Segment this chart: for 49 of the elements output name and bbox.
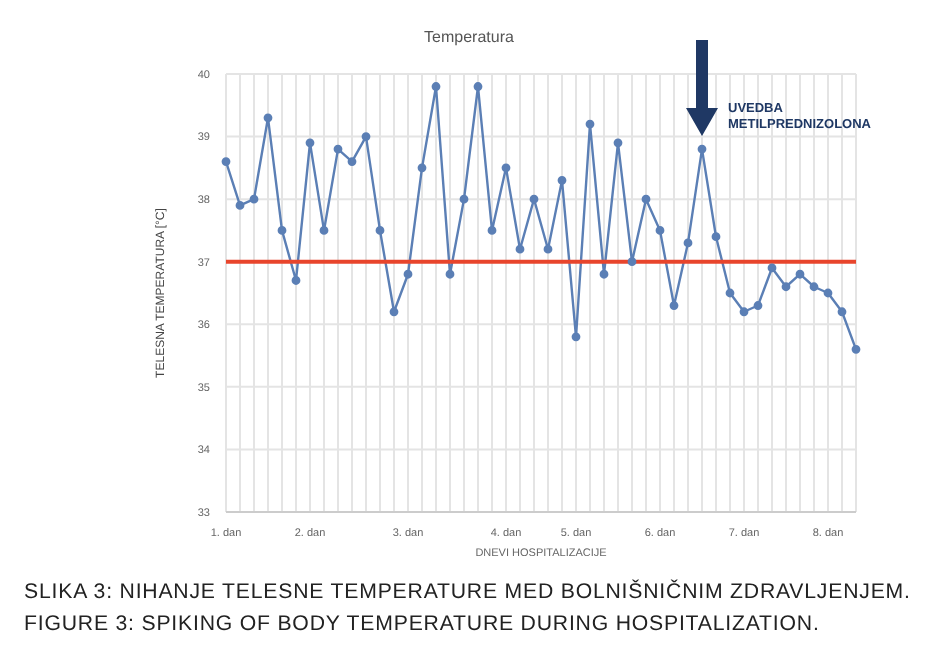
- point: [809, 282, 819, 292]
- point: [389, 307, 399, 317]
- point: [823, 288, 833, 298]
- point: [781, 282, 791, 292]
- point: [795, 269, 805, 279]
- point: [417, 163, 427, 173]
- point: [571, 332, 581, 342]
- point: [263, 113, 273, 123]
- point: [669, 301, 679, 310]
- point: [305, 138, 315, 148]
- point: [291, 276, 301, 285]
- point: [711, 232, 721, 242]
- point: [403, 269, 413, 279]
- point: [473, 82, 483, 91]
- point: [347, 157, 357, 166]
- point: [739, 307, 749, 317]
- point: [529, 194, 539, 204]
- point: [641, 194, 651, 204]
- point: [753, 301, 763, 310]
- point: [361, 132, 371, 141]
- point: [501, 163, 511, 173]
- point: [613, 138, 623, 148]
- point: [585, 119, 595, 129]
- text: SLIKA 3: NIHANJE TELESNE TEMPERATURE MED BOLNIŠNIČNIM ZDRAVLJENJEM.: [24, 580, 911, 604]
- caption: FIGURE 3: SPIKING OF BODY TEMPERATURE DURING HOSPITALIZATION.: [24, 612, 820, 636]
- point: [235, 201, 245, 210]
- point: [725, 288, 735, 298]
- point: [375, 226, 385, 235]
- point: [767, 263, 777, 273]
- point: [487, 226, 497, 235]
- point: [599, 269, 609, 279]
- point: [515, 244, 525, 254]
- point: [655, 226, 665, 235]
- point: [543, 244, 553, 254]
- point: [851, 344, 861, 354]
- point: [319, 226, 329, 235]
- chart-title: Temperatura: [422, 28, 516, 46]
- point: [557, 175, 567, 185]
- point: [627, 257, 637, 267]
- point: [459, 194, 469, 204]
- point: [221, 157, 231, 166]
- point: [683, 238, 693, 248]
- point: [333, 144, 343, 154]
- point: [249, 194, 259, 204]
- point: [277, 226, 287, 235]
- point: [445, 269, 455, 279]
- point: [431, 82, 441, 91]
- point: [697, 144, 707, 154]
- point: [837, 307, 847, 317]
